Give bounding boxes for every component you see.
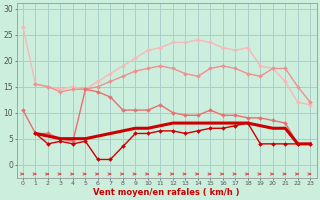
X-axis label: Vent moyen/en rafales ( km/h ): Vent moyen/en rafales ( km/h ): [93, 188, 240, 197]
